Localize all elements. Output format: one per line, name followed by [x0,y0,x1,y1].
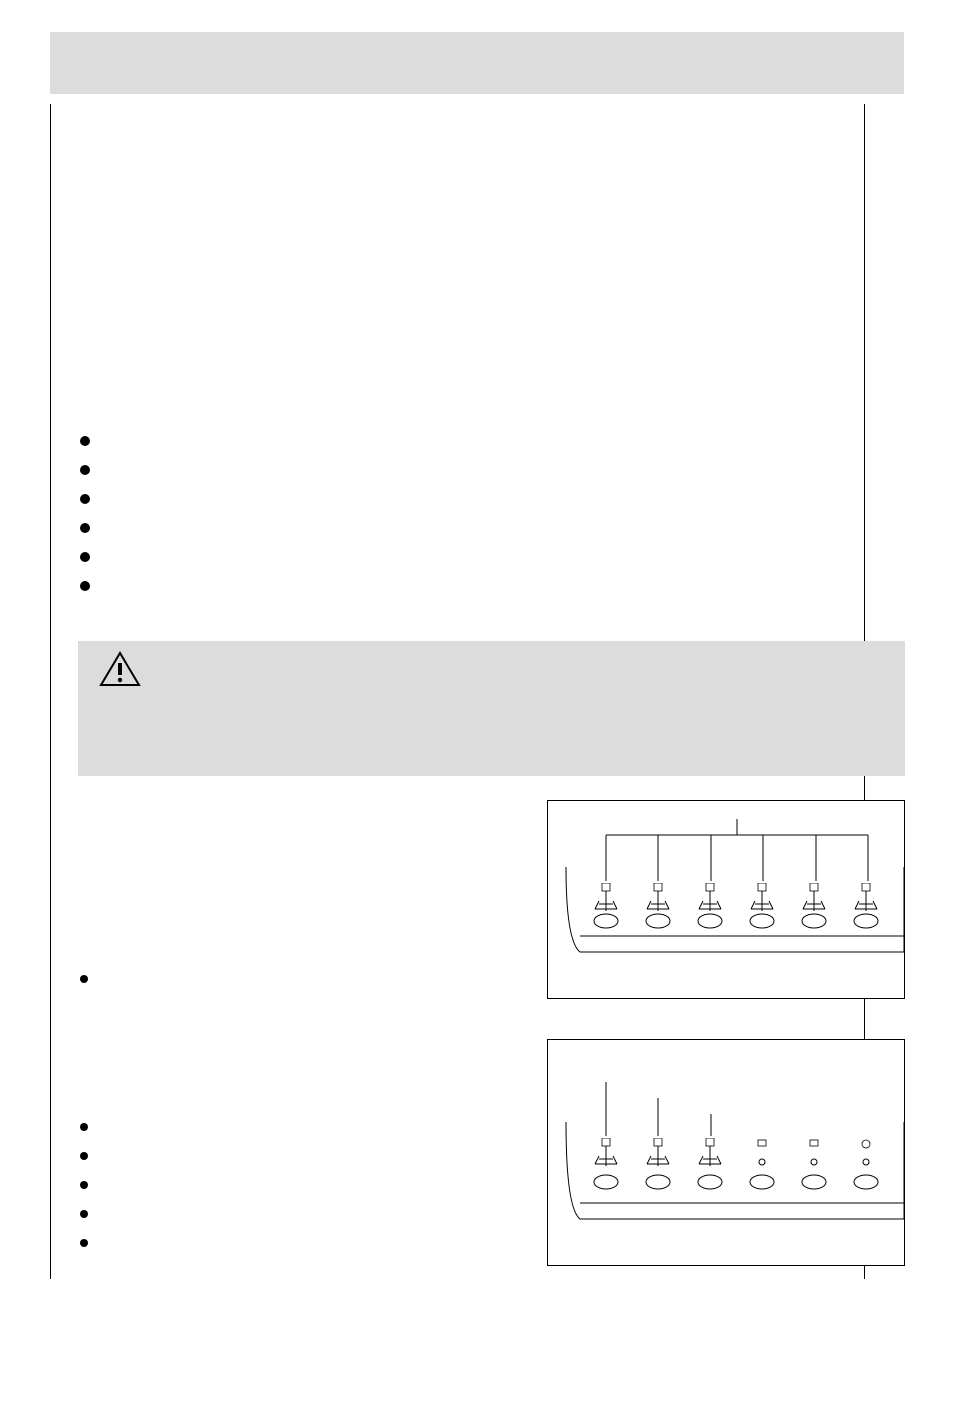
list-item [80,1181,88,1189]
list-item [80,1152,88,1160]
control-knob [696,883,724,931]
list-item [80,465,90,475]
control-knob [592,883,620,931]
control-knob [748,1138,776,1194]
list-item [80,975,88,983]
list-item [80,1123,88,1131]
control-knob [592,1138,620,1194]
control-knob [852,1138,880,1194]
list-item [80,552,90,562]
list-item [80,494,90,504]
list-item [80,1210,88,1218]
control-knob [644,1138,672,1194]
bullet-list-2 [80,975,88,1004]
bullet-list-1 [80,436,90,610]
warning-callout [78,641,905,776]
control-knob [800,1138,828,1194]
list-item [80,523,90,533]
control-knob [696,1138,724,1194]
list-item [80,436,90,446]
list-item [80,1239,88,1247]
list-item [80,581,90,591]
bullet-list-3 [80,1123,88,1268]
left-margin-rule [50,104,51,1279]
control-knob [748,883,776,931]
control-knob [800,883,828,931]
control-knob [852,883,880,931]
header-banner [50,32,904,94]
warning-icon [99,651,141,693]
control-panel-diagram-bottom [547,1039,905,1266]
control-knob [644,883,672,931]
control-panel-diagram-top [547,800,905,999]
